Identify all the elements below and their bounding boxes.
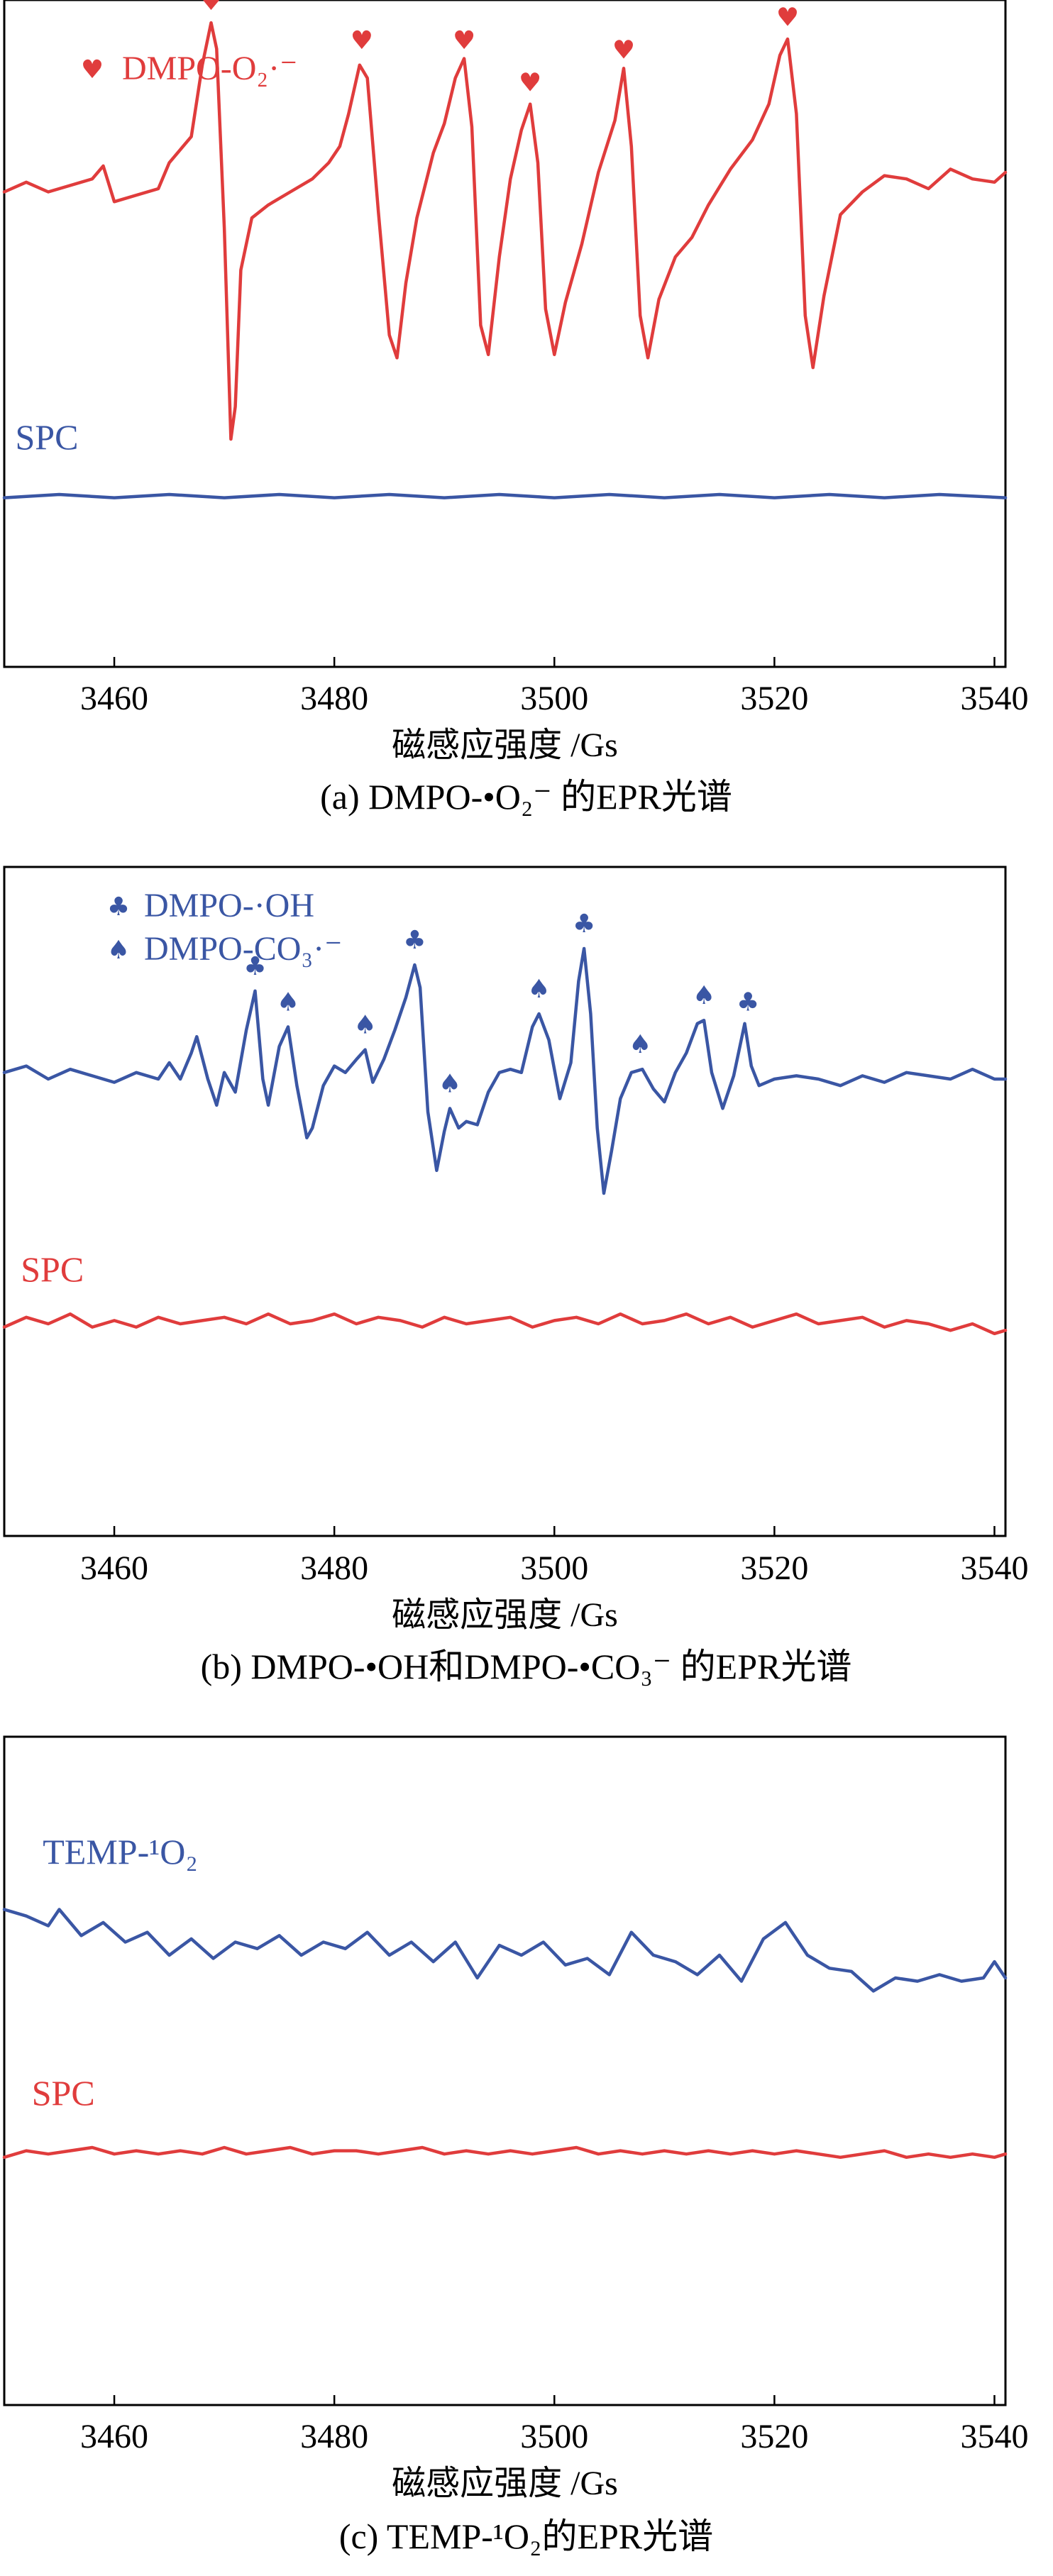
series-label: SPC [32, 2073, 95, 2113]
figure-caption: (c) TEMP-¹O₂的EPR光谱 [339, 2516, 713, 2556]
legend-label: DMPO-O₂·⁻ [122, 50, 297, 87]
x-tick-label: 3480 [300, 680, 368, 717]
club-marker: ♣ [403, 926, 426, 955]
series-line-1 [2, 1312, 1008, 1336]
x-axis-label: 磁感应强度 /Gs [392, 726, 618, 764]
heart-marker: ♥ [519, 68, 541, 97]
x-tick-label: 3500 [520, 1549, 588, 1587]
spade-marker: ♠ [353, 1011, 376, 1040]
club-marker: ♣ [737, 988, 759, 1017]
series-label: SPC [16, 417, 79, 457]
chart-panel-b: 3460 3480 3500 3520 3540 磁感应强度 /Gs (b) DMPO-•O… [2, 866, 1028, 1686]
x-tick-label: 3520 [740, 2418, 808, 2455]
heart-marker: ♥ [612, 36, 635, 65]
heart-icon: ♥ [81, 55, 104, 84]
plot-frame [3, 866, 1007, 1537]
legend-label: DMPO-CO₃·⁻ [144, 930, 342, 968]
x-tick-label: 3500 [520, 680, 588, 717]
spade-marker: ♠ [527, 975, 550, 1004]
club-marker: ♣ [573, 910, 595, 939]
series-label: SPC [21, 1249, 84, 1289]
x-tick-label: 3520 [740, 1549, 808, 1587]
spade-marker: ♠ [629, 1030, 651, 1059]
plot-frame [3, 1735, 1007, 2406]
series-line-0 [2, 946, 1008, 1195]
series-line-1 [2, 2145, 1008, 2160]
x-tick-label: 3540 [960, 1549, 1028, 1587]
x-tick-label: 3460 [80, 680, 148, 717]
spade-icon: ♠ [107, 936, 130, 965]
legend-label: DMPO-·OH [144, 887, 314, 924]
x-tick-label: 3480 [300, 1549, 368, 1587]
heart-marker: ♥ [776, 4, 799, 33]
spade-marker: ♠ [277, 988, 299, 1017]
x-tick-label: 3500 [520, 2418, 588, 2455]
chart-panel-c: 3460 3480 3500 3520 3540 磁感应强度 /Gs (c) TEMP-¹O… [2, 1735, 1028, 2556]
figure-caption: (a) DMPO-•O₂⁻ 的EPR光谱 [320, 777, 732, 817]
chart-panel-a: 3460 3480 3500 3520 3540 磁感应强度 /Gs (a) DMPO-•O… [2, 0, 1028, 817]
series-label: TEMP-¹O₂ [43, 1832, 198, 1872]
figure-caption: (b) DMPO-•OH和DMPO-•CO₃⁻ 的EPR光谱 [201, 1647, 852, 1686]
spade-marker: ♠ [693, 981, 715, 1010]
series-line-1 [2, 492, 1008, 499]
x-tick-label: 3540 [960, 680, 1028, 717]
x-tick-label: 3460 [80, 2418, 148, 2455]
club-icon: ♣ [107, 892, 130, 922]
spade-marker: ♠ [439, 1069, 461, 1098]
heart-marker: ♥ [199, 0, 222, 16]
x-tick-label: 3520 [740, 680, 808, 717]
x-tick-label: 3480 [300, 2418, 368, 2455]
heart-marker: ♥ [351, 26, 373, 55]
series-line-0 [2, 21, 1008, 441]
plot-frame [3, 0, 1007, 668]
x-tick-label: 3540 [960, 2418, 1028, 2455]
heart-marker: ♥ [453, 26, 475, 55]
club-marker: ♣ [243, 952, 266, 981]
x-axis-label: 磁感应强度 /Gs [392, 1596, 618, 1634]
x-tick-label: 3460 [80, 1549, 148, 1587]
series-line-0 [2, 1908, 1008, 1993]
x-axis-label: 磁感应强度 /Gs [392, 2465, 618, 2502]
